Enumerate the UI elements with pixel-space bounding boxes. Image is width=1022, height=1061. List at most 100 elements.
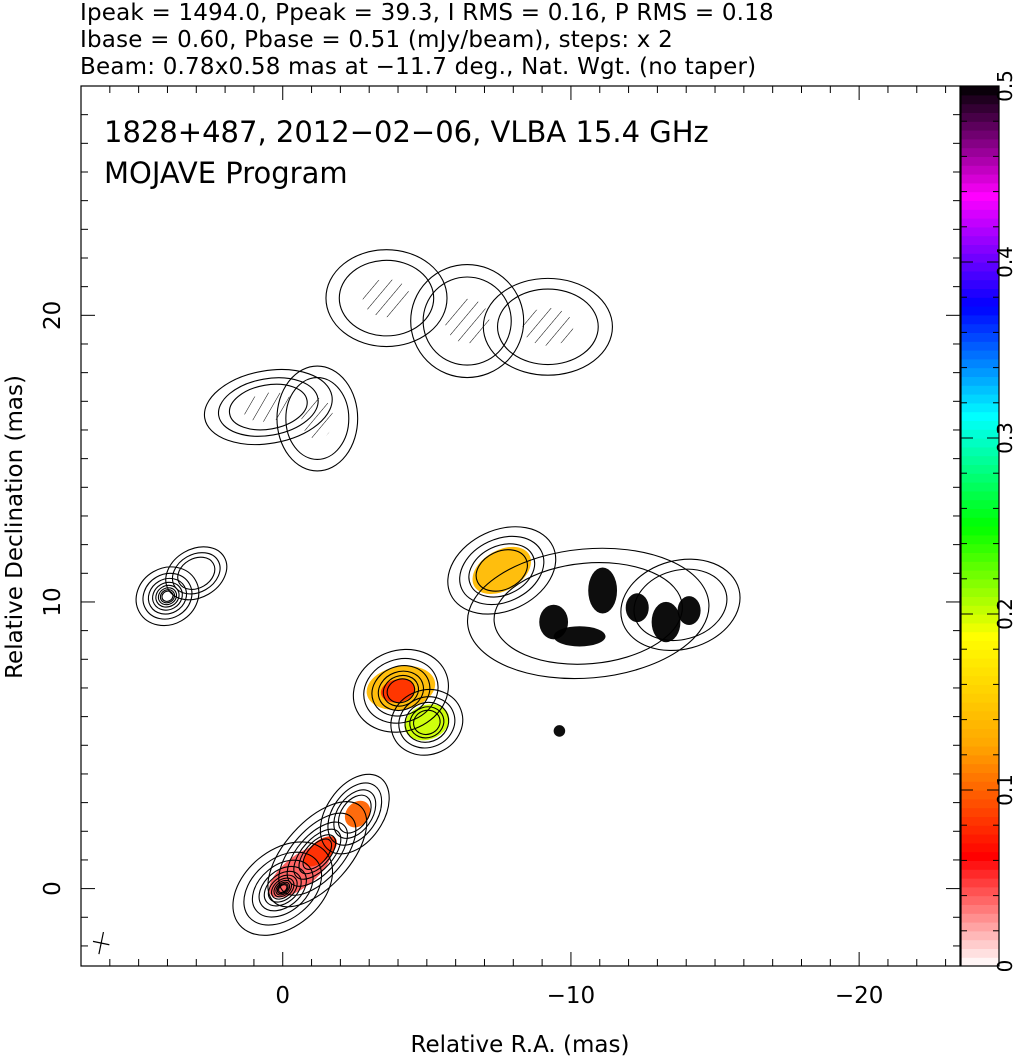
contour-14-level-0 <box>482 277 613 376</box>
colorbar-step <box>961 165 999 175</box>
colorbar-step <box>961 367 999 377</box>
x-tick-label: −10 <box>547 983 596 1009</box>
contour-4-level-2 <box>404 701 450 743</box>
colorbar-step <box>961 878 999 888</box>
colorbar-step <box>961 640 999 650</box>
contour-6-level-1 <box>493 562 683 665</box>
y-tick-label: 20 <box>40 301 66 330</box>
x-axis-ticks: 0 −10 −20 <box>109 86 947 1009</box>
y-axis-label: Relative Declination (mas) <box>2 375 28 679</box>
contour-4-level-1 <box>398 696 456 749</box>
colorbar-step <box>961 693 999 703</box>
colorbar-step <box>961 438 999 448</box>
colorbar-tick-label: 0.4 <box>993 246 1017 278</box>
colorbar-step <box>961 402 999 413</box>
colorbar-step <box>961 622 999 633</box>
y-axis-ticks: 0 10 20 <box>40 114 960 947</box>
pol-blob-11 <box>651 601 681 643</box>
colorbar-step <box>961 675 999 685</box>
colorbar-step <box>961 578 999 589</box>
pol-blob-9 <box>588 567 618 614</box>
colorbar-step <box>961 121 999 131</box>
hatch-region-12 <box>362 279 411 318</box>
colorbar-step <box>961 455 999 465</box>
colorbar-step <box>961 772 999 782</box>
header-peak-rms: Ipeak = 1494.0, Ppeak = 39.3, I RMS = 0.… <box>80 0 774 26</box>
contour-4-level-3 <box>409 706 445 739</box>
colorbar-step <box>961 376 999 386</box>
colorbar-step <box>961 209 999 219</box>
colorbar-step <box>961 939 999 949</box>
colorbar-step <box>961 904 999 914</box>
contour-0-level-4 <box>263 870 302 907</box>
colorbar-step <box>961 561 999 571</box>
contour-3-level-3 <box>377 670 425 712</box>
contour-0-level-3 <box>258 865 307 912</box>
colorbar-step <box>961 86 999 96</box>
colorbar-step <box>961 314 999 325</box>
colorbar-step <box>961 851 999 861</box>
colorbar-step <box>961 138 999 149</box>
colorbar-step <box>961 930 999 941</box>
contour-10-level-1 <box>217 377 319 437</box>
colorbar-step <box>961 226 999 237</box>
colorbar-step <box>961 508 999 518</box>
colorbar-step <box>961 218 999 228</box>
contour-10-level-2 <box>228 383 308 431</box>
contour-5-level-2 <box>468 543 536 598</box>
contour-8-level-1 <box>142 572 193 620</box>
colorbar-tick-label: 0.1 <box>993 774 1017 806</box>
x-tick-label: 0 <box>275 983 290 1009</box>
colorbar-step <box>961 482 999 492</box>
colorbar-step <box>961 587 999 597</box>
colorbar-step <box>961 517 999 527</box>
colorbar-step <box>961 385 999 395</box>
colorbar-step <box>961 895 999 905</box>
colorbar-step <box>961 253 999 263</box>
header-base-steps: Ibase = 0.60, Pbase = 0.51 (mJy/beam), s… <box>80 27 673 53</box>
contour-5-level-0 <box>447 526 557 615</box>
colorbar-step <box>961 798 999 809</box>
colorbar-step <box>961 429 999 439</box>
colorbar-step <box>961 112 999 122</box>
colorbar-step <box>961 834 999 844</box>
contour-2-level-1 <box>327 782 383 846</box>
colorbar-step <box>961 103 999 113</box>
contour-11-level-0 <box>276 365 359 472</box>
colorbar-step <box>961 130 999 140</box>
contour-0-level-6 <box>270 877 295 900</box>
colorbar-step <box>961 323 999 333</box>
pol-blob-10 <box>625 593 649 623</box>
pol-blob-12 <box>677 596 701 625</box>
contour-3-level-4 <box>382 674 420 707</box>
contour-4-level-0 <box>390 689 464 756</box>
contour-9-level-1 <box>171 552 221 595</box>
hatch-region-13 <box>444 298 490 344</box>
colorbar-step <box>961 244 999 254</box>
y-tick-label: 10 <box>40 587 66 616</box>
contour-13-level-0 <box>410 264 525 379</box>
contour-0-level-1 <box>243 851 323 926</box>
plot-header: Ipeak = 1494.0, Ppeak = 39.3, I RMS = 0.… <box>80 0 1020 81</box>
beam-minor-axis <box>92 940 110 946</box>
colorbar-step <box>961 666 999 677</box>
colorbar-step <box>961 270 999 281</box>
colorbar-step <box>961 658 999 668</box>
contour-0-level-5 <box>267 874 298 903</box>
colorbar-step <box>961 737 999 747</box>
colorbar-frame <box>960 85 1000 967</box>
colorbar-step <box>961 473 999 483</box>
colorbar-step <box>961 614 999 624</box>
contour-layer <box>135 249 741 936</box>
contour-4-level-4 <box>413 709 441 736</box>
chart-title: 1828+487, 2012−02−06, VLBA 15.4 GHz <box>104 115 709 149</box>
colorbar-step <box>961 842 999 853</box>
colorbar-step <box>961 358 999 369</box>
colorbar-step <box>961 605 999 615</box>
colorbar-step <box>961 957 999 967</box>
hatched-regions <box>243 279 574 440</box>
colorbar-step <box>961 596 999 606</box>
colorbar-step <box>961 790 999 800</box>
pol-blob-8 <box>553 626 606 647</box>
colorbar-step <box>961 710 999 721</box>
